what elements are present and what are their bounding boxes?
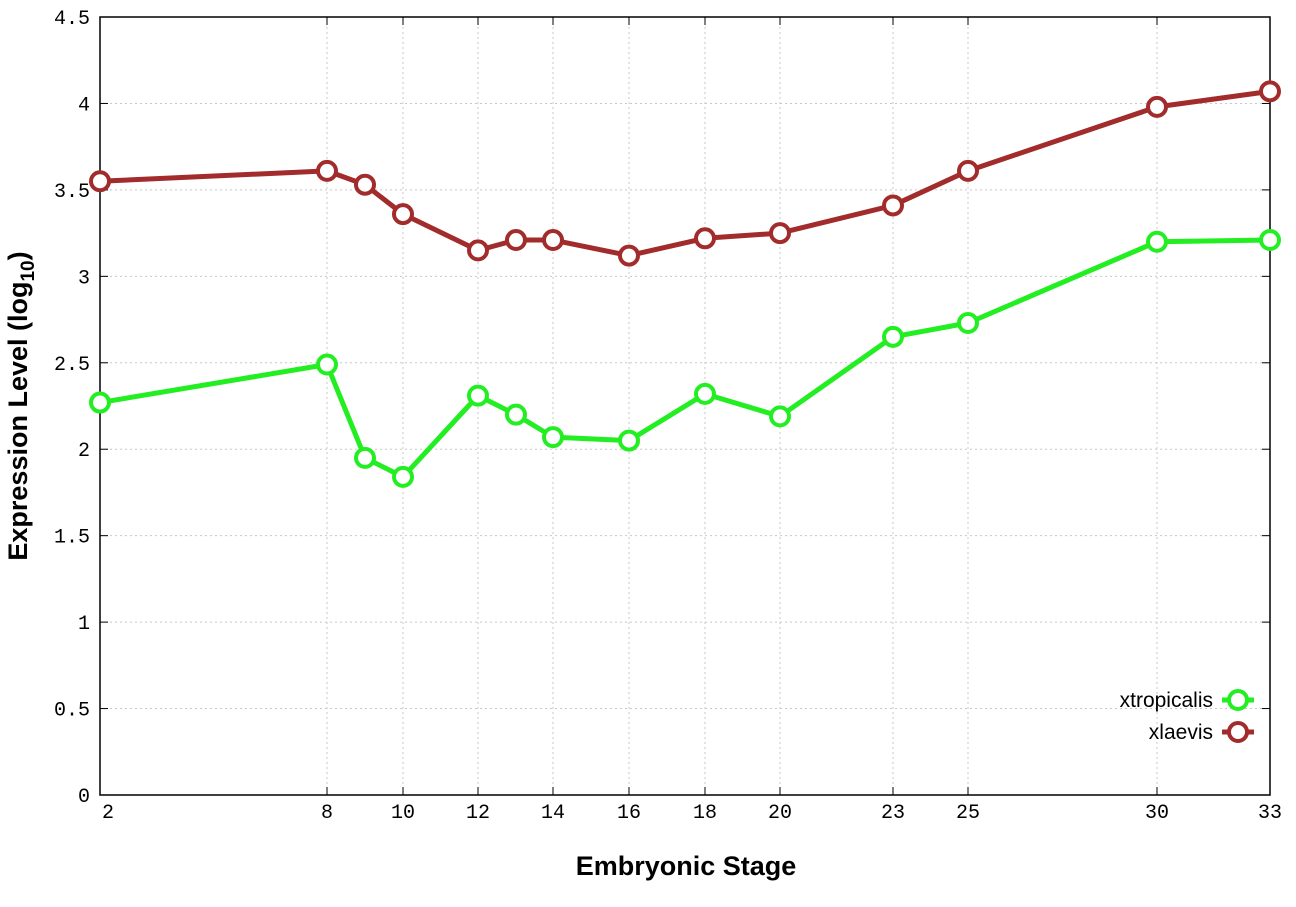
y-axis-title: Expression Level (log10)	[3, 251, 39, 560]
x-tick-label: 14	[541, 802, 565, 825]
legend-label-xtropicalis: xtropicalis	[1120, 689, 1213, 712]
data-point-xlaevis	[316, 159, 338, 182]
y-tick-label: 4	[78, 94, 90, 117]
data-point-xlaevis	[354, 173, 376, 196]
data-point-xtropicalis	[392, 465, 414, 488]
data-point-xlaevis	[1259, 80, 1281, 103]
x-tick-label: 12	[466, 802, 490, 825]
y-tick-label: 2	[78, 440, 90, 463]
data-point-xlaevis	[957, 159, 979, 182]
y-tick-label: 2.5	[54, 354, 90, 377]
y-axis-title-subscript: 10	[18, 260, 39, 281]
series-line-xtropicalis	[97, 237, 1273, 480]
data-point-xlaevis	[89, 170, 111, 193]
x-tick-label: 20	[768, 802, 792, 825]
data-point-xlaevis	[392, 203, 414, 226]
x-axis-tick-labels: 2 8 10 12 14 16 18 20 23 25 30 33	[102, 802, 1282, 825]
legend-marker-xtropicalis	[1227, 689, 1249, 711]
y-tick-label: 4.5	[54, 8, 90, 31]
x-tick-label: 8	[321, 802, 333, 825]
legend: xtropicalis xlaevis	[1120, 689, 1254, 744]
data-point-xlaevis	[694, 227, 716, 250]
data-point-xlaevis	[505, 229, 527, 252]
data-point-xtropicalis	[1146, 230, 1168, 253]
legend-marker-xlaevis	[1227, 721, 1249, 743]
y-tick-label: 3	[78, 267, 90, 290]
x-tick-label: 2	[102, 802, 114, 825]
x-tick-label: 33	[1258, 802, 1282, 825]
data-point-xlaevis	[467, 239, 489, 262]
y-tick-label: 0	[78, 786, 90, 809]
y-axis-title-main: Expression Level (log	[3, 282, 33, 561]
x-axis-title: Embryonic Stage	[576, 851, 797, 881]
series-xlaevis	[89, 80, 1281, 267]
data-point-xtropicalis	[354, 446, 376, 469]
series-line-xlaevis	[97, 88, 1273, 259]
series-xtropicalis	[89, 229, 1281, 488]
data-point-xlaevis	[1146, 95, 1168, 118]
y-tick-label: 1	[78, 613, 90, 636]
data-point-xtropicalis	[618, 429, 640, 452]
x-tick-label: 10	[391, 802, 415, 825]
data-point-xtropicalis	[769, 405, 791, 428]
x-tick-label: 30	[1145, 802, 1169, 825]
data-point-xtropicalis	[89, 391, 111, 414]
data-point-xtropicalis	[542, 426, 564, 449]
x-tick-label: 16	[617, 802, 641, 825]
y-tick-label: 1.5	[54, 527, 90, 550]
x-tick-label: 23	[881, 802, 905, 825]
data-point-xtropicalis	[505, 403, 527, 426]
x-tick-label: 18	[693, 802, 717, 825]
y-tick-label: 3.5	[54, 181, 90, 204]
y-tick-label: 0.5	[54, 700, 90, 723]
data-point-xtropicalis	[1259, 229, 1281, 252]
axis-ticks	[99, 16, 1271, 796]
data-point-xtropicalis	[957, 312, 979, 335]
series-layer	[89, 80, 1281, 488]
data-point-xlaevis	[618, 244, 640, 267]
x-tick-label: 25	[956, 802, 980, 825]
y-axis-tick-labels: 0 0.5 1 1.5 2 2.5 3 3.5 4 4.5	[54, 8, 90, 809]
data-point-xlaevis	[542, 229, 564, 252]
data-point-xtropicalis	[316, 353, 338, 376]
data-point-xtropicalis	[467, 384, 489, 407]
grid	[100, 17, 1270, 795]
legend-label-xlaevis: xlaevis	[1149, 721, 1213, 744]
data-point-xtropicalis	[694, 382, 716, 405]
y-axis-title-close: )	[3, 251, 33, 260]
data-point-xlaevis	[769, 222, 791, 245]
data-point-xtropicalis	[882, 325, 904, 348]
data-point-xlaevis	[882, 194, 904, 217]
